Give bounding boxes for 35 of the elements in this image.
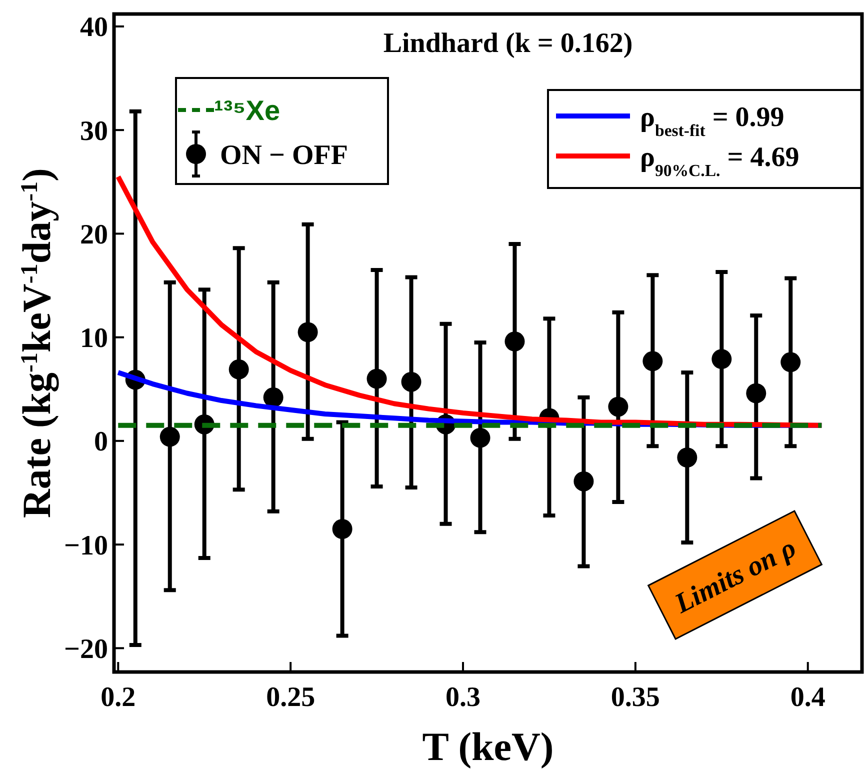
point — [366, 368, 387, 389]
text: Lindhard (k = 0.162) — [383, 28, 633, 59]
point — [608, 396, 628, 417]
legend-label: ON − OFF — [220, 140, 348, 171]
point — [504, 331, 525, 352]
x-tick-label: 0.2 — [100, 682, 136, 713]
y-tick-label: 20 — [80, 219, 108, 250]
point — [712, 349, 732, 370]
y-tick-label: 10 — [80, 323, 108, 354]
x-axis-title: T (keV) — [422, 724, 554, 769]
point — [298, 322, 318, 342]
point — [677, 448, 698, 468]
point — [228, 359, 249, 380]
point — [332, 519, 352, 539]
y-tick-label: 30 — [80, 116, 108, 147]
point — [470, 428, 490, 448]
annotation: Limits on ρ — [669, 532, 802, 620]
y-tick-label: 0 — [94, 426, 108, 458]
legend-label: ρ$_{best-fit}$ = 0.99 — [640, 102, 784, 140]
y-tick-label: −20 — [64, 634, 108, 665]
x-tick-label: 0.35 — [610, 682, 660, 713]
point — [780, 352, 801, 372]
y-tick-label: 40 — [80, 12, 108, 44]
point — [401, 372, 422, 392]
x-tick-label: 0.4 — [790, 682, 826, 713]
y-tick-label: −10 — [64, 530, 108, 562]
point — [263, 387, 284, 408]
x-tick-label: 0.3 — [446, 682, 480, 713]
legend-label: ρ$_{90%C.L.}$ = 4.69 — [640, 142, 800, 180]
point — [746, 383, 766, 404]
legend-label: ¹³⁵Xe — [214, 94, 280, 126]
point — [160, 426, 180, 447]
point — [642, 351, 663, 372]
point — [574, 471, 594, 492]
x-tick-label: 0.25 — [266, 682, 316, 713]
